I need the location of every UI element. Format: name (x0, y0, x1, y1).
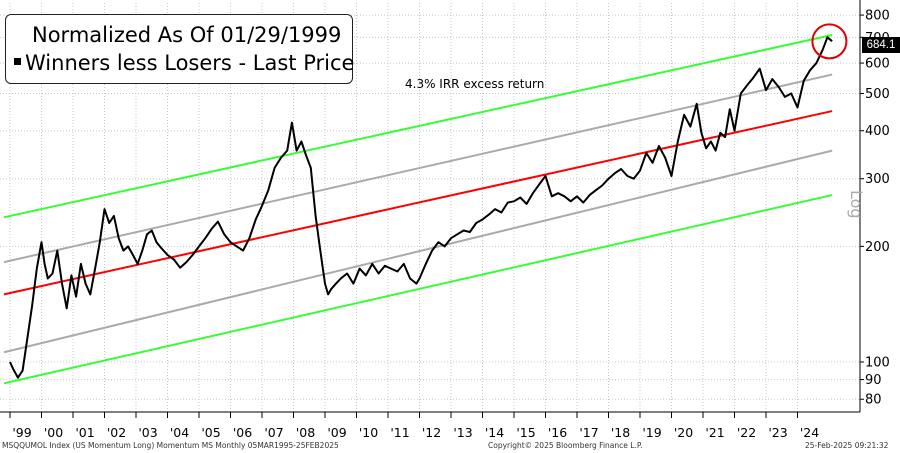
series-line-group (9, 36, 833, 379)
y-axis-label: Log (847, 190, 866, 219)
trend-line (3, 149, 833, 354)
footer-copyright: Copyright© 2025 Bloomberg Finance L.P. (488, 441, 643, 450)
last-price-highlight (811, 23, 848, 60)
y-axis-ticks: 8090100200300400500600700800 (860, 9, 890, 408)
x-tick-label: '10 (359, 425, 378, 440)
x-tick-label: '00 (44, 425, 63, 440)
chart-title: Normalized As Of 01/29/1999 (32, 23, 342, 47)
x-tick-label: '07 (264, 425, 283, 440)
footer-source: MSQQUMOL Index (US Momentum Long) Moment… (2, 441, 339, 450)
legend-entry: Winners less Losers - Last Price (14, 51, 354, 75)
y-tick-label: 100 (865, 356, 890, 371)
x-tick-label: '16 (548, 425, 567, 440)
x-tick-label: '11 (390, 425, 409, 440)
x-tick-label: '01 (75, 425, 94, 440)
y-tick-label: 80 (865, 393, 882, 408)
y-tick-label: 500 (865, 87, 890, 102)
x-tick-label: '19 (642, 425, 661, 440)
x-tick-label: '18 (611, 425, 630, 440)
x-tick-label: '12 (422, 425, 441, 440)
x-axis-ticks: '99 '00 '01 '02 '03 '04 '05 '06 '07 '08 '09 '10 '11 '… (9, 412, 819, 440)
trend-bands (3, 34, 833, 385)
x-tick-label: '15 (516, 425, 535, 440)
y-tick-label: 300 (865, 172, 890, 187)
plot-frame (0, 0, 861, 413)
x-tick-label: '17 (579, 425, 598, 440)
trend-line (3, 34, 833, 219)
y-tick-label: 90 (865, 373, 882, 388)
x-tick-label: '06 (233, 425, 252, 440)
x-tick-label: '21 (705, 425, 724, 440)
x-tick-label: '08 (296, 425, 315, 440)
x-tick-label: '99 (12, 425, 31, 440)
x-tick-label: '20 (674, 425, 693, 440)
x-tick-label: '22 (737, 425, 756, 440)
last-price-badge: 684.1 (862, 37, 900, 53)
trend-line (3, 73, 833, 264)
y-tick-label: 600 (865, 57, 890, 72)
x-tick-label: '05 (201, 425, 220, 440)
legend-swatch (14, 57, 21, 65)
y-tick-label: 200 (865, 240, 890, 255)
footer-timestamp: 25-Feb-2025 09:21:32 (805, 441, 889, 450)
y-tick-label: 800 (865, 9, 890, 24)
series-line (9, 36, 833, 379)
trend-line (3, 194, 833, 385)
trend-line (3, 110, 833, 296)
x-tick-label: '02 (107, 425, 126, 440)
y-tick-label: 400 (865, 124, 890, 139)
x-tick-label: '14 (485, 425, 504, 440)
grid (0, 3, 860, 410)
legend-series-name: Winners less Losers - Last Price (25, 51, 355, 75)
x-tick-label: '24 (800, 425, 819, 440)
x-tick-label: '13 (453, 425, 472, 440)
x-tick-label: '23 (768, 425, 787, 440)
irr-annotation: 4.3% IRR excess return (405, 77, 545, 91)
x-tick-label: '03 (138, 425, 157, 440)
legend-box: Normalized As Of 01/29/1999 Winners less… (5, 14, 354, 84)
x-tick-label: '09 (327, 425, 346, 440)
highlight-circle (811, 23, 848, 60)
x-tick-label: '04 (170, 425, 189, 440)
